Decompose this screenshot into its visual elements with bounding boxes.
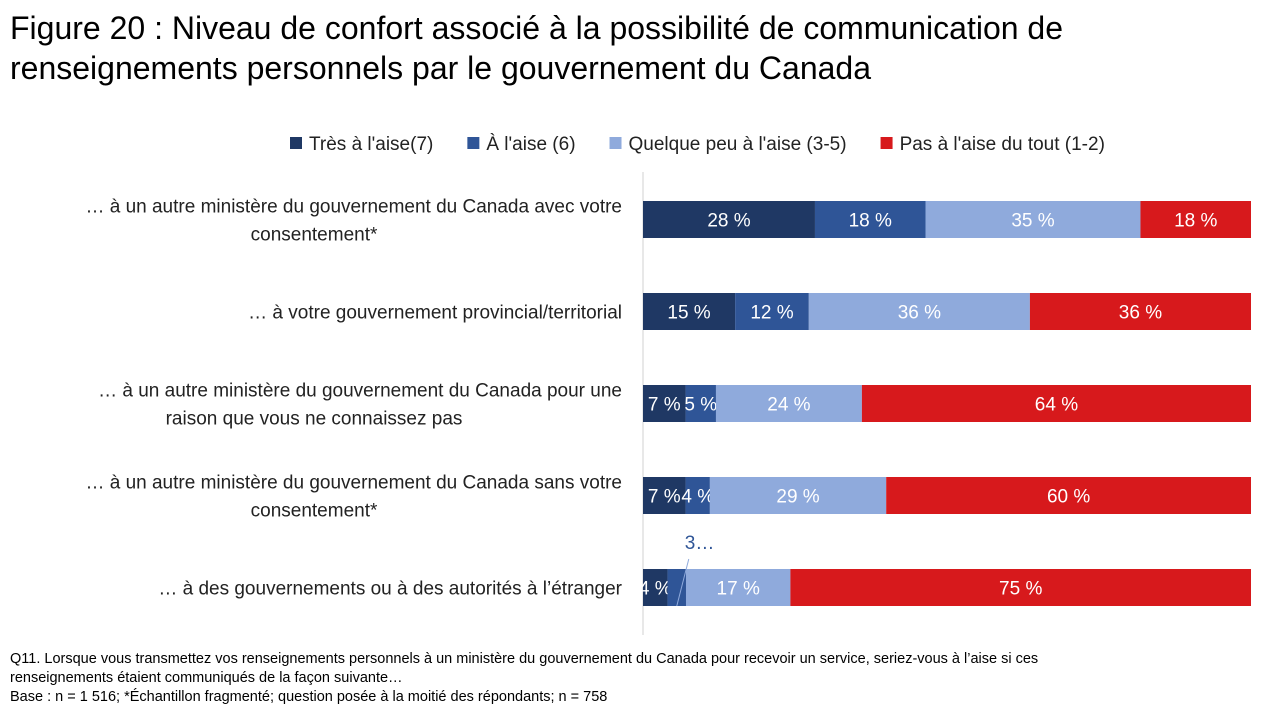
bar-row-5-series-1	[643, 569, 668, 606]
chart-footnote: Q11. Lorsque vous transmettez vos rensei…	[10, 650, 1270, 707]
category-label-4-line-1: … à un autre ministère du gouvernement d…	[85, 473, 622, 494]
category-label-1-line-2: consentement*	[251, 225, 378, 246]
category-label-5-line-1: … à des gouvernements ou à des autorités…	[158, 579, 622, 600]
bar-row-2-series-3	[808, 293, 1030, 330]
bar-row-2-series-1	[643, 293, 736, 330]
bar-series-group: 28 % 18 % 35 % 18 %15 % 12 % 36 % 36 %7 % 5 % 24…	[639, 201, 1251, 607]
bar-label-row-2-series-3: 36 %	[898, 303, 941, 324]
bar-label-row-1-series-2: 18 %	[849, 211, 892, 232]
bar-label-row-3-series-1: 7 %	[648, 395, 681, 416]
category-label-3-line-2: raison que vous ne connaissez pas	[166, 409, 463, 430]
bar-row-4-series-3	[709, 477, 887, 514]
callout-leader-row-5	[676, 558, 690, 607]
legend-item-2: À l'aise (6)	[467, 134, 576, 155]
category-labels: … à un autre ministère du gouvernement d…	[85, 197, 622, 600]
bar-label-row-4-series-4: 60 %	[1047, 487, 1090, 508]
bar-label-row-3-series-2: 5 %	[684, 395, 717, 416]
legend-swatch-2	[467, 137, 480, 149]
bar-row-1-series-4	[1140, 201, 1251, 238]
bar-row-4-series-4	[886, 477, 1251, 514]
legend-swatch-3	[609, 137, 622, 149]
bar-label-row-1-series-4: 18 %	[1174, 211, 1217, 232]
bar-label-row-5-series-4: 75 %	[999, 579, 1042, 600]
category-label-2-line-1: … à votre gouvernement provincial/territ…	[248, 303, 622, 324]
bar-label-row-3-series-4: 64 %	[1035, 395, 1078, 416]
bar-label-row-1-series-1: 28 %	[707, 211, 750, 232]
legend-label-3: Quelque peu à l'aise (3-5)	[629, 134, 847, 155]
legend-label-1: Très à l'aise(7)	[309, 134, 433, 155]
legend-swatch-1	[290, 137, 302, 149]
chart-title-line-2: renseignements personnels par le gouvern…	[10, 50, 871, 86]
legend-item-4: Pas à l'aise du tout (1-2)	[880, 134, 1105, 155]
bar-label-row-3-series-3: 24 %	[767, 395, 810, 416]
bar-row-4-series-2	[685, 477, 710, 514]
category-label-4-line-2: consentement*	[251, 501, 378, 522]
category-label-1-line-1: … à un autre ministère du gouvernement d…	[85, 197, 622, 218]
bar-row-3-series-1	[643, 385, 686, 422]
bar-row-3-series-2	[685, 385, 716, 422]
stacked-bar-chart: Très à l'aise(7) À l'aise (6) Quelque peu …	[85, 134, 1251, 635]
legend-label-2: À l'aise (6)	[486, 134, 575, 155]
bar-row-1-series-2	[814, 201, 926, 238]
bar-row-2-series-2	[735, 293, 809, 330]
bar-label-row-4-series-1: 7 %	[648, 487, 681, 508]
footnote-question-continued: renseignements étaient communiqués de la…	[10, 670, 403, 686]
footnote-base: Base : n = 1 516; *Échantillon fragmenté…	[10, 689, 608, 705]
bar-label-row-2-series-1: 15 %	[667, 303, 710, 324]
bar-label-row-4-series-2: 4 %	[681, 487, 714, 508]
legend-label-4: Pas à l'aise du tout (1-2)	[900, 134, 1105, 155]
bar-row-1-series-3	[925, 201, 1141, 238]
chart-legend: Très à l'aise(7) À l'aise (6) Quelque peu …	[290, 134, 1105, 155]
bar-label-row-2-series-4: 36 %	[1119, 303, 1162, 324]
footnote-question: Q11. Lorsque vous transmettez vos rensei…	[10, 651, 1039, 667]
legend-swatch-4	[880, 137, 893, 149]
chart-title: Figure 20 : Niveau de confort associé à …	[10, 8, 1270, 88]
legend-item-3: Quelque peu à l'aise (3-5)	[609, 134, 847, 155]
legend-item-1: Très à l'aise(7)	[290, 134, 433, 155]
bar-row-5-series-2	[667, 569, 686, 606]
bar-row-4-series-1	[643, 477, 686, 514]
bar-label-row-2-series-2: 12 %	[750, 303, 793, 324]
bar-row-5-series-4	[790, 569, 1251, 606]
chart-title-line-1: Figure 20 : Niveau de confort associé à …	[10, 10, 1064, 46]
bar-row-5-series-3	[685, 569, 791, 606]
bar-label-row-1-series-3: 35 %	[1011, 211, 1054, 232]
bar-label-row-4-series-3: 29 %	[776, 487, 819, 508]
bar-row-1-series-1	[643, 201, 815, 238]
bar-row-3-series-4	[861, 385, 1251, 422]
bar-label-row-5-series-3: 17 %	[717, 579, 760, 600]
bar-label-row-5-series-1: 4 %	[639, 579, 672, 600]
category-label-3-line-1: … à un autre ministère du gouvernement d…	[98, 381, 622, 402]
bar-row-3-series-3	[715, 385, 862, 422]
bar-label-row-5-series-2: 3…	[685, 533, 715, 554]
bar-row-2-series-4	[1029, 293, 1251, 330]
